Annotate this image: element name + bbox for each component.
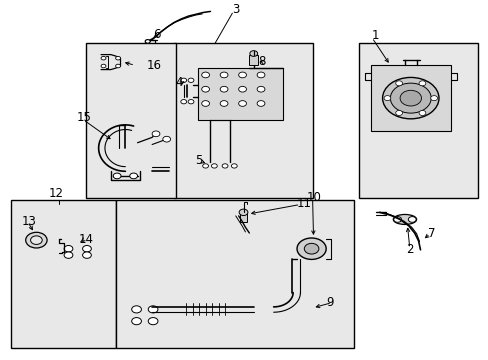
Text: 9: 9 [325, 296, 333, 309]
Circle shape [101, 57, 106, 60]
Ellipse shape [392, 215, 416, 224]
Bar [370, 65, 450, 131]
Circle shape [116, 64, 120, 68]
Circle shape [239, 209, 247, 216]
Bar [86, 43, 176, 198]
Circle shape [399, 90, 421, 106]
Text: 5: 5 [195, 154, 202, 167]
Bar [198, 68, 283, 120]
Ellipse shape [178, 75, 196, 85]
Circle shape [249, 51, 257, 57]
Circle shape [257, 72, 264, 78]
Bar [239, 213, 247, 222]
Circle shape [238, 101, 246, 106]
Bar [116, 200, 353, 348]
Ellipse shape [220, 162, 239, 170]
Bar [174, 43, 312, 198]
Ellipse shape [62, 243, 94, 260]
Circle shape [131, 318, 141, 325]
Circle shape [181, 78, 186, 82]
Circle shape [131, 306, 141, 313]
Ellipse shape [131, 302, 158, 328]
Ellipse shape [201, 162, 220, 170]
Text: 15: 15 [77, 111, 91, 124]
Text: 12: 12 [49, 187, 64, 200]
Text: 3: 3 [232, 3, 239, 16]
Circle shape [220, 101, 227, 106]
Text: 2: 2 [405, 243, 412, 256]
Circle shape [113, 173, 121, 179]
Circle shape [220, 86, 227, 92]
Circle shape [211, 164, 217, 168]
Text: 13: 13 [22, 215, 37, 228]
Circle shape [82, 246, 91, 252]
Circle shape [116, 57, 120, 60]
Circle shape [145, 40, 150, 43]
Circle shape [129, 173, 137, 179]
Text: 11: 11 [296, 197, 311, 210]
Text: 1: 1 [371, 29, 379, 42]
Circle shape [101, 64, 106, 68]
Circle shape [82, 252, 91, 258]
Circle shape [395, 81, 402, 86]
Circle shape [382, 77, 438, 119]
Text: 7: 7 [427, 226, 435, 239]
Circle shape [304, 243, 318, 254]
Circle shape [64, 252, 73, 258]
Circle shape [202, 164, 208, 168]
Circle shape [430, 96, 437, 101]
Circle shape [238, 72, 246, 78]
Circle shape [26, 232, 47, 248]
Bar [11, 200, 116, 348]
Circle shape [383, 96, 390, 101]
Circle shape [296, 238, 325, 260]
Circle shape [201, 101, 209, 106]
Circle shape [220, 72, 227, 78]
Circle shape [407, 217, 415, 222]
Circle shape [257, 86, 264, 92]
Circle shape [181, 100, 186, 104]
Bar [249, 55, 258, 64]
Circle shape [222, 164, 227, 168]
Circle shape [201, 72, 209, 78]
Circle shape [152, 131, 160, 137]
Circle shape [257, 101, 264, 106]
Text: 4: 4 [175, 76, 183, 89]
Circle shape [389, 83, 430, 113]
Ellipse shape [178, 97, 196, 107]
Circle shape [393, 217, 401, 222]
Circle shape [418, 81, 425, 86]
Text: 14: 14 [78, 233, 93, 246]
Circle shape [231, 164, 237, 168]
Circle shape [148, 318, 158, 325]
Circle shape [30, 236, 42, 244]
Text: 6: 6 [153, 28, 160, 41]
Circle shape [188, 100, 194, 104]
Text: 8: 8 [258, 55, 265, 68]
Circle shape [188, 78, 194, 82]
Circle shape [201, 86, 209, 92]
Circle shape [163, 136, 170, 142]
Bar [358, 43, 477, 198]
Circle shape [148, 306, 158, 313]
Text: 16: 16 [146, 59, 161, 72]
Circle shape [238, 86, 246, 92]
Text: 10: 10 [306, 191, 321, 204]
Circle shape [395, 111, 402, 116]
Circle shape [64, 246, 73, 252]
Circle shape [418, 111, 425, 116]
